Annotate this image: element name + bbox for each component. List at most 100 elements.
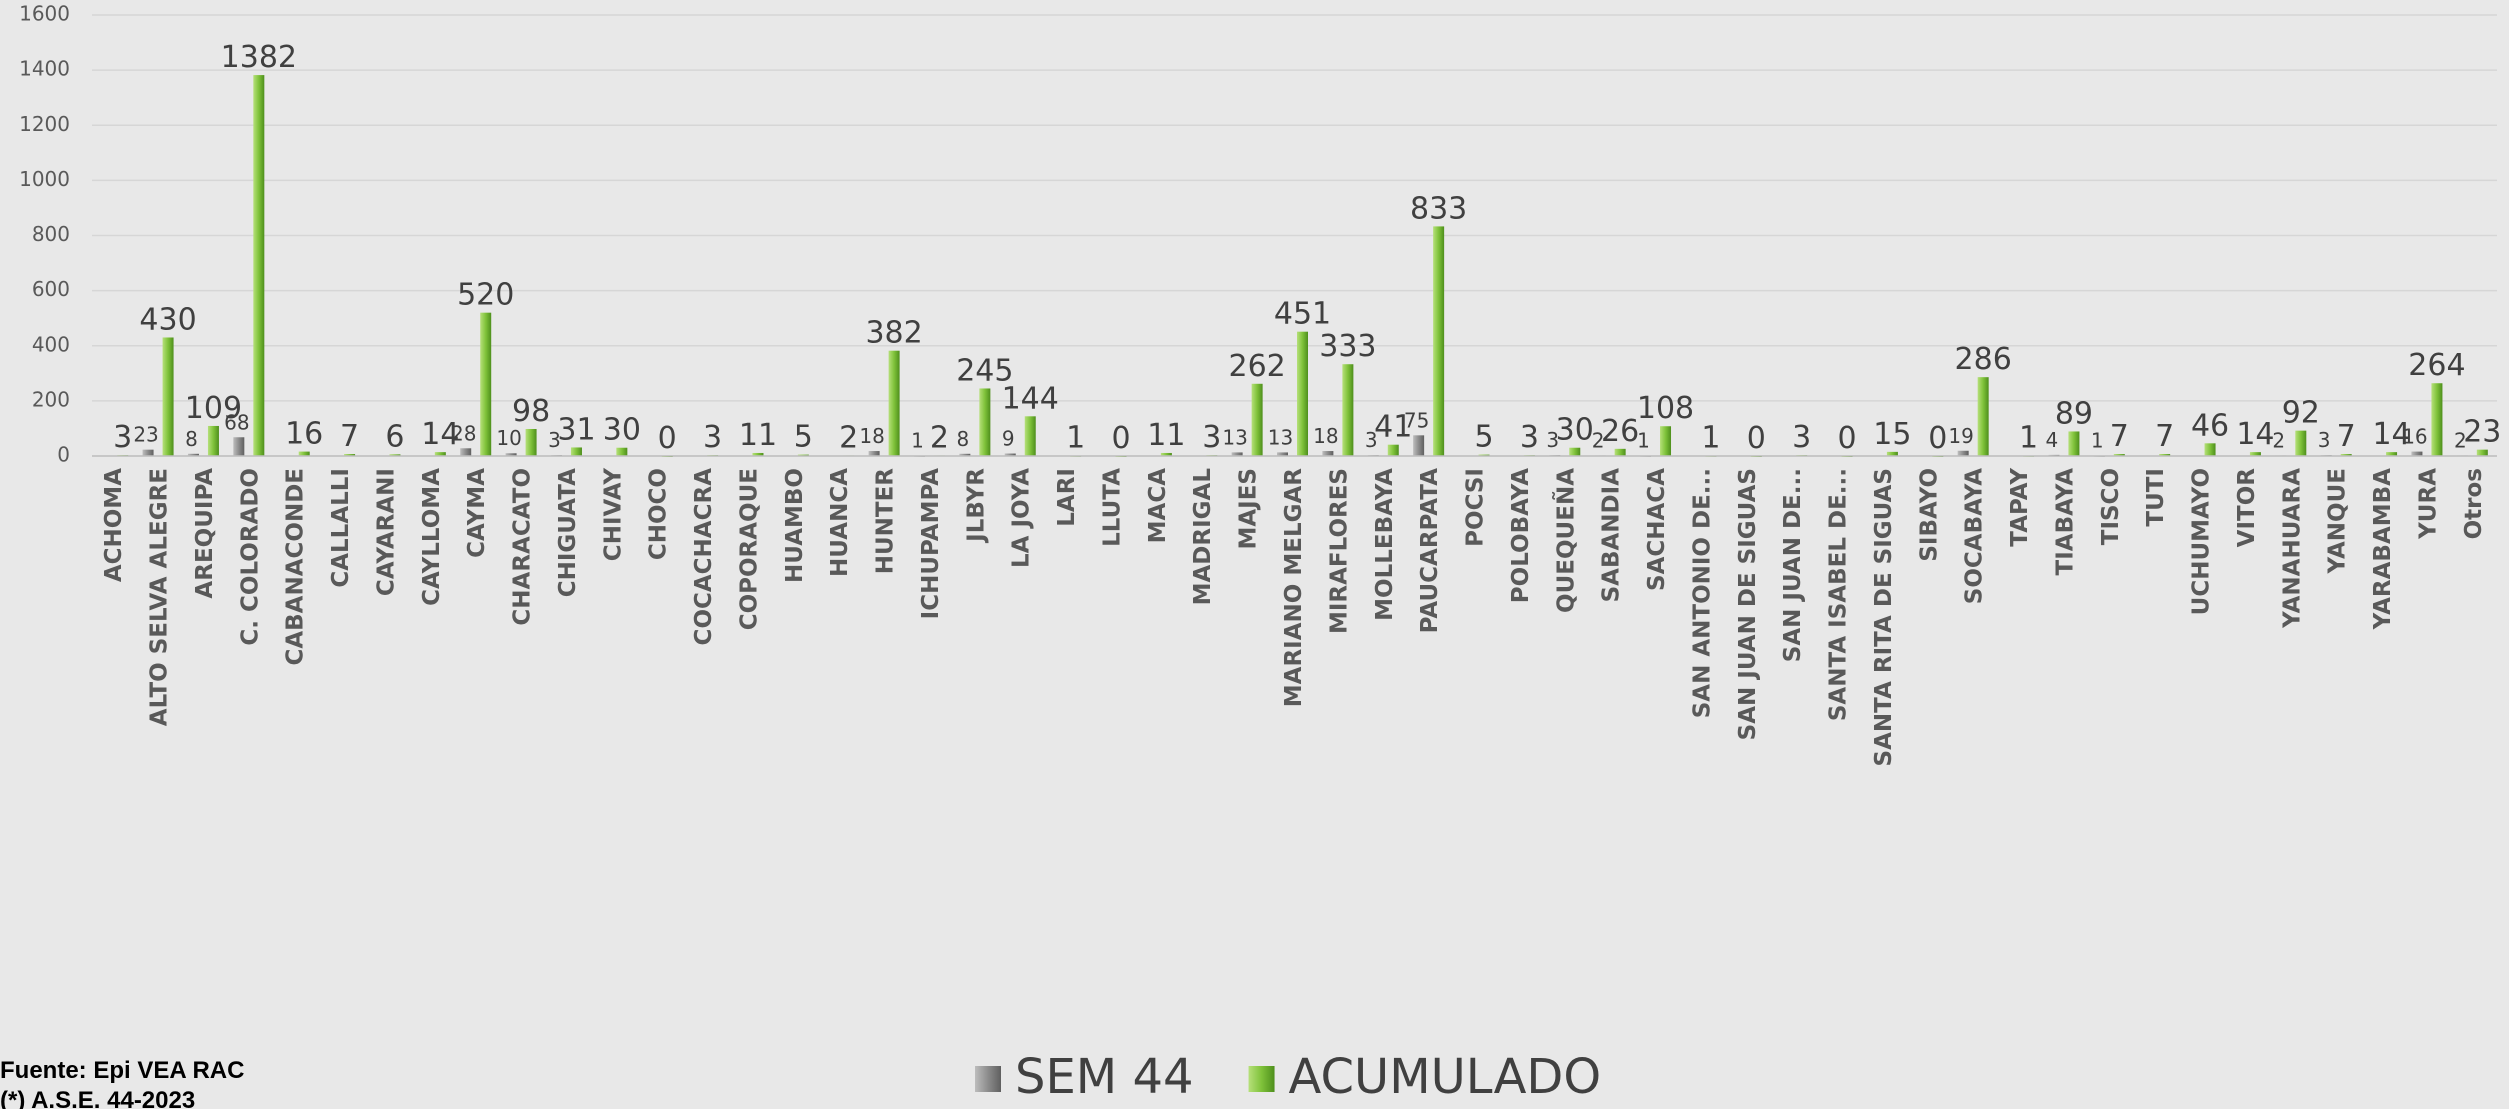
x-tick-label: SANTA RITA DE SIGUAS [1871,468,1897,766]
x-tick-label: SAN JUAN DE... [1780,468,1806,662]
value-label: 520 [457,278,514,313]
bar [1569,447,1581,456]
value-label: 262 [1228,349,1285,384]
bar [2068,431,2080,456]
legend-swatch [1248,1066,1275,1092]
y-tick-label: 200 [32,387,70,411]
bar [2295,430,2307,456]
value-label: 68 [224,410,249,434]
x-tick-label: Otros [2461,468,2487,539]
x-tick-label: TISCO [2098,468,2124,545]
x-tick-label: MARIANO MELGAR [1281,468,1307,707]
x-tick-label: AREQUIPA [192,468,218,599]
value-label: 1 [1066,421,1085,456]
bar [1297,331,1308,456]
y-tick-label: 400 [32,332,70,356]
bar [1387,444,1399,456]
bar [207,425,219,456]
value-label: 382 [865,316,922,351]
x-tick-label: YURA [2415,468,2441,540]
value-label: 98 [512,394,550,429]
value-label: 9 [1002,427,1015,451]
bar [868,451,880,456]
value-label: 3 [1365,428,1378,452]
value-label: 75 [1404,408,1429,432]
x-tick-label: SAN JUAN DE SIGUAS [1735,468,1761,740]
bar [2159,454,2171,456]
x-tick-label: CHOCO [646,468,672,560]
value-label: 1 [2091,429,2104,453]
x-tick-label: LARI [1054,468,1080,527]
value-label: 0 [1837,421,1856,456]
value-label: 10 [496,426,521,450]
note: Fuente: Epi VEA RAC [0,1057,244,1084]
value-label: 13 [1268,425,1293,449]
x-tick-label: TAPAY [2007,468,2033,547]
value-label: 2 [839,420,858,455]
value-label: 1 [2019,421,2038,456]
x-tick-label: TUTI [2143,468,2169,527]
y-tick-label: 1400 [19,57,70,81]
value-label: 0 [658,421,677,456]
value-label: 7 [2337,419,2356,454]
value-label: 2 [2272,428,2285,452]
x-tick-label: MADRIGAL [1190,468,1216,606]
bar [233,437,245,456]
x-tick-label: HUNTER [873,468,899,575]
x-tick-label: POLOBAYA [1508,468,1534,603]
bar [1614,448,1626,456]
x-tick-label: CHIGUATA [555,468,581,597]
bar [434,452,446,456]
bar [298,451,310,456]
value-label: 1382 [221,40,297,75]
bar [480,312,492,456]
x-tick-label: COCACHACRA [691,468,717,646]
value-label: 41 [1374,410,1412,445]
legend-label: SEM 44 [1015,1049,1194,1105]
bar [162,337,174,456]
bar [1886,451,1898,456]
x-tick-label: PAUCARPATA [1417,468,1443,634]
value-label: 7 [2110,419,2129,454]
legend-label: ACUMULADO [1289,1049,1602,1105]
value-label: 0 [1111,421,1130,456]
x-tick-label: SABANDIA [1599,468,1625,603]
value-label: 7 [2155,419,2174,454]
value-label: 16 [2402,425,2427,449]
value-label: 8 [185,427,198,451]
x-tick-label: YANAHUARA [2279,468,2305,629]
value-label: 264 [2408,348,2465,383]
bar [1433,226,1445,456]
value-label: 2 [1592,428,1605,452]
bar [2476,449,2488,456]
value-label: 5 [794,420,813,455]
value-label: 18 [1313,424,1338,448]
x-tick-label: COPORAQUE [736,468,762,630]
x-tick-label: SIBAYO [1916,468,1942,562]
value-label: 3 [1546,428,1559,452]
value-label: 3 [1202,420,1221,455]
x-tick-label: YANQUE [2325,468,2351,574]
value-label: 1 [1637,429,1650,453]
value-label: 3 [1792,420,1811,455]
x-tick-label: MIRAFLORES [1326,468,1352,634]
value-label: 31 [557,412,595,447]
bar [1660,426,1672,456]
value-label: 11 [739,418,777,453]
bar [959,453,971,456]
legend-swatch [975,1066,1001,1092]
x-tick-label: CALLALLI [328,468,354,588]
bar [1342,364,1354,456]
value-label: 14 [2236,417,2274,452]
bar [570,447,582,456]
bar [1957,450,1969,456]
x-tick-label: HUANCA [827,468,853,577]
value-label: 0 [1928,421,1947,456]
x-tick-label: SANTA ISABEL DE... [1826,468,1852,721]
x-tick-label: MOLLEBAYA [1372,468,1398,621]
value-label: 3 [548,428,561,452]
x-tick-label: CAYMA [464,468,490,558]
bar [2204,443,2216,456]
value-label: 4 [2046,428,2059,452]
